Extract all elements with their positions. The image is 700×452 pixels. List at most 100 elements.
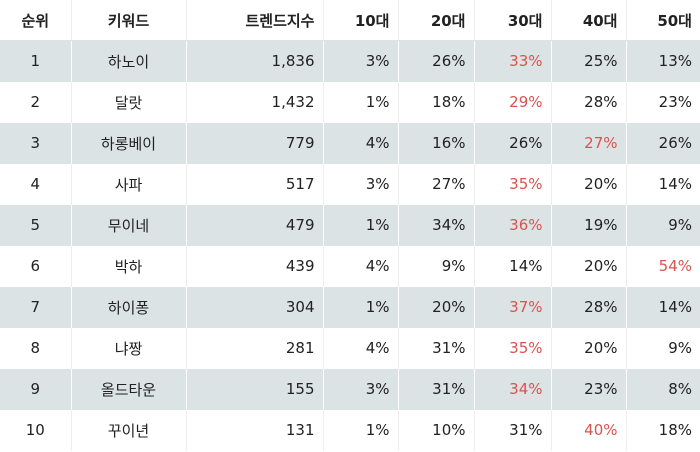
- cell-keyword: 하이퐁: [71, 286, 187, 328]
- cell-age-40s: 40%: [551, 409, 627, 451]
- cell-age-20s: 9%: [398, 245, 475, 287]
- table-row: 7 하이퐁 304 1% 20% 37% 28% 14%: [0, 286, 700, 328]
- cell-rank: 4: [0, 163, 72, 205]
- table-row: 3 하롱베이 779 4% 16% 26% 27% 26%: [0, 122, 700, 164]
- cell-keyword: 올드타운: [71, 368, 187, 410]
- cell-trend-index: 281: [186, 327, 324, 369]
- cell-keyword: 박하: [71, 245, 187, 287]
- cell-age-50s: 26%: [626, 122, 700, 164]
- cell-age-40s: 25%: [551, 40, 627, 82]
- header-age-40s: 40대: [551, 0, 627, 41]
- cell-age-30s: 35%: [474, 327, 552, 369]
- header-age-30s: 30대: [474, 0, 552, 41]
- cell-age-10s: 3%: [323, 368, 399, 410]
- cell-keyword: 하노이: [71, 40, 187, 82]
- cell-age-30s: 26%: [474, 122, 552, 164]
- cell-age-20s: 20%: [398, 286, 475, 328]
- table-header-row: 순위 키워드 트렌드지수 10대 20대 30대 40대 50대: [0, 0, 700, 41]
- table-row: 5 무이네 479 1% 34% 36% 19% 9%: [0, 204, 700, 246]
- table-row: 10 꾸이년 131 1% 10% 31% 40% 18%: [0, 409, 700, 451]
- cell-age-50s: 18%: [626, 409, 700, 451]
- cell-age-20s: 18%: [398, 81, 475, 123]
- header-keyword: 키워드: [71, 0, 187, 41]
- cell-age-50s: 14%: [626, 163, 700, 205]
- cell-age-20s: 16%: [398, 122, 475, 164]
- cell-rank: 9: [0, 368, 72, 410]
- cell-age-50s: 8%: [626, 368, 700, 410]
- cell-trend-index: 131: [186, 409, 324, 451]
- cell-age-20s: 26%: [398, 40, 475, 82]
- cell-trend-index: 1,836: [186, 40, 324, 82]
- header-rank: 순위: [0, 0, 72, 41]
- cell-age-20s: 10%: [398, 409, 475, 451]
- header-age-50s: 50대: [626, 0, 700, 41]
- cell-age-10s: 3%: [323, 40, 399, 82]
- header-trend-index: 트렌드지수: [186, 0, 324, 41]
- header-age-10s: 10대: [323, 0, 399, 41]
- cell-rank: 1: [0, 40, 72, 82]
- table-row: 1 하노이 1,836 3% 26% 33% 25% 13%: [0, 40, 700, 82]
- cell-age-10s: 3%: [323, 163, 399, 205]
- cell-age-50s: 9%: [626, 327, 700, 369]
- cell-age-30s: 37%: [474, 286, 552, 328]
- cell-trend-index: 304: [186, 286, 324, 328]
- cell-keyword: 냐짱: [71, 327, 187, 369]
- cell-keyword: 달랏: [71, 81, 187, 123]
- cell-age-40s: 27%: [551, 122, 627, 164]
- table-row: 8 냐짱 281 4% 31% 35% 20% 9%: [0, 327, 700, 369]
- cell-age-50s: 54%: [626, 245, 700, 287]
- cell-age-30s: 34%: [474, 368, 552, 410]
- cell-age-30s: 29%: [474, 81, 552, 123]
- cell-age-30s: 31%: [474, 409, 552, 451]
- cell-age-40s: 20%: [551, 163, 627, 205]
- cell-age-10s: 1%: [323, 204, 399, 246]
- table-body: 1 하노이 1,836 3% 26% 33% 25% 13% 2 달랏 1,432 1% 18% 29% 2…: [0, 40, 700, 451]
- cell-age-30s: 14%: [474, 245, 552, 287]
- cell-age-40s: 28%: [551, 81, 627, 123]
- cell-keyword: 꾸이년: [71, 409, 187, 451]
- cell-trend-index: 439: [186, 245, 324, 287]
- cell-age-40s: 20%: [551, 327, 627, 369]
- cell-trend-index: 479: [186, 204, 324, 246]
- cell-age-10s: 1%: [323, 286, 399, 328]
- cell-rank: 2: [0, 81, 72, 123]
- cell-age-40s: 23%: [551, 368, 627, 410]
- cell-age-20s: 27%: [398, 163, 475, 205]
- cell-age-30s: 35%: [474, 163, 552, 205]
- cell-age-40s: 28%: [551, 286, 627, 328]
- cell-age-10s: 4%: [323, 122, 399, 164]
- cell-age-10s: 4%: [323, 245, 399, 287]
- cell-age-40s: 20%: [551, 245, 627, 287]
- cell-age-50s: 9%: [626, 204, 700, 246]
- cell-keyword: 하롱베이: [71, 122, 187, 164]
- header-age-20s: 20대: [398, 0, 475, 41]
- cell-rank: 8: [0, 327, 72, 369]
- cell-age-10s: 1%: [323, 409, 399, 451]
- table-row: 6 박하 439 4% 9% 14% 20% 54%: [0, 245, 700, 287]
- cell-age-50s: 23%: [626, 81, 700, 123]
- cell-rank: 3: [0, 122, 72, 164]
- table-row: 9 올드타운 155 3% 31% 34% 23% 8%: [0, 368, 700, 410]
- cell-keyword: 사파: [71, 163, 187, 205]
- cell-keyword: 무이네: [71, 204, 187, 246]
- cell-trend-index: 517: [186, 163, 324, 205]
- cell-age-20s: 34%: [398, 204, 475, 246]
- cell-rank: 7: [0, 286, 72, 328]
- cell-trend-index: 155: [186, 368, 324, 410]
- table-row: 2 달랏 1,432 1% 18% 29% 28% 23%: [0, 81, 700, 123]
- table-row: 4 사파 517 3% 27% 35% 20% 14%: [0, 163, 700, 205]
- cell-age-30s: 33%: [474, 40, 552, 82]
- cell-age-20s: 31%: [398, 327, 475, 369]
- cell-rank: 10: [0, 409, 72, 451]
- cell-age-40s: 19%: [551, 204, 627, 246]
- cell-rank: 6: [0, 245, 72, 287]
- cell-age-30s: 36%: [474, 204, 552, 246]
- cell-rank: 5: [0, 204, 72, 246]
- cell-age-50s: 13%: [626, 40, 700, 82]
- cell-trend-index: 779: [186, 122, 324, 164]
- cell-age-50s: 14%: [626, 286, 700, 328]
- cell-age-10s: 1%: [323, 81, 399, 123]
- cell-age-20s: 31%: [398, 368, 475, 410]
- cell-age-10s: 4%: [323, 327, 399, 369]
- cell-trend-index: 1,432: [186, 81, 324, 123]
